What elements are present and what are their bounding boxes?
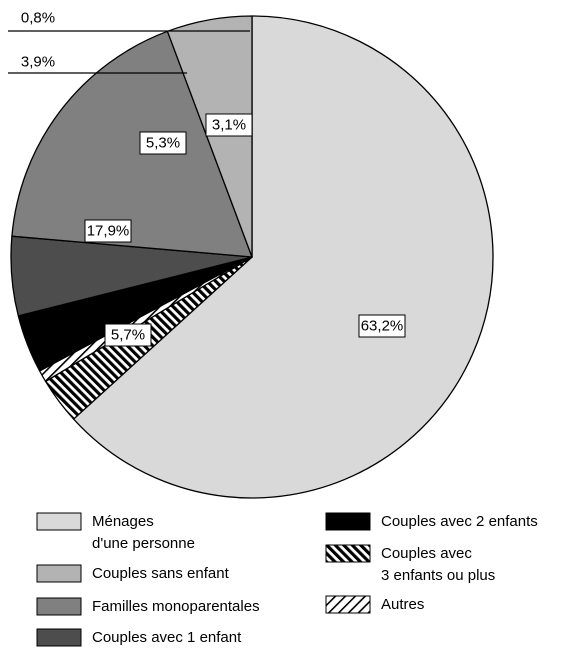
slice-label-autres: 0,8% [21, 10, 55, 27]
legend-item-familles-monoparentales: Familles monoparentales [36, 597, 260, 616]
slice-label-text: 5,3% [146, 135, 180, 152]
legend-swatch [36, 597, 82, 616]
legend-item-couples-sans-enfant: Couples sans enfant [36, 564, 230, 583]
slice-label-familles-monoparentales: 17,9% [84, 219, 132, 243]
legend-label: 3 enfants ou plus [381, 567, 495, 584]
slice-label-couples-avec-2-enfants: 3,9% [21, 54, 55, 71]
legend-label: Couples sans enfant [92, 565, 230, 582]
legend-swatch [325, 512, 371, 531]
legend-item-couples-avec-3-enfants-ou-plus: Couples avec 3 enfants ou plus [325, 544, 495, 584]
slice-label-box [139, 131, 187, 155]
slice-label-text: 17,9% [87, 223, 130, 240]
legend-item-menages-d-une-personne: Ménages d'une personne [36, 512, 195, 552]
leader-lines [8, 30, 250, 74]
legend-swatch [325, 544, 371, 563]
legend-swatch [36, 512, 82, 531]
pie-slice-familles-monoparentales [11, 30, 253, 258]
slice-labels: 63,2% 3,1% 0,8% 3,9% 5,3% 17,9% 5,7% [21, 10, 406, 347]
legend-label: Couples avec [381, 545, 472, 562]
slice-label-text: 3,1% [212, 117, 246, 134]
legend-label: Familles monoparentales [92, 598, 260, 615]
legend-swatch [36, 628, 82, 647]
slice-label-couples-avec-3-enfants-ou-plus: 3,1% [205, 113, 253, 137]
legend-item-autres: Autres [325, 595, 424, 614]
legend-label: Autres [381, 596, 424, 613]
legend: Ménages d'une personne Couples sans enfant… [36, 512, 538, 647]
slice-label-couples-avec-1-enfant: 5,3% [139, 131, 187, 155]
legend-label: Ménages [92, 513, 154, 530]
slice-label-box [104, 323, 152, 347]
slice-label-text: 63,2% [361, 318, 404, 335]
slice-label-text: 0,8% [21, 10, 55, 27]
legend-swatch [36, 564, 82, 583]
legend-item-couples-avec-1-enfant: Couples avec 1 enfant [36, 628, 242, 647]
legend-label: d'une personne [92, 535, 195, 552]
slice-label-box [358, 314, 406, 338]
slice-label-text: 3,9% [21, 54, 55, 71]
slice-label-box [84, 219, 132, 243]
legend-label: Couples avec 2 enfants [381, 513, 538, 530]
slice-label-couples-sans-enfant: 5,7% [104, 323, 152, 347]
legend-swatch [325, 595, 371, 614]
pie-slice-menages-d-une-personne [72, 15, 494, 499]
legend-item-couples-avec-2-enfants: Couples avec 2 enfants [325, 512, 538, 531]
pie-slices [10, 15, 494, 499]
slice-label-menages-d-une-personne: 63,2% [358, 314, 406, 338]
slice-label-box [205, 113, 253, 137]
slice-label-text: 5,7% [111, 327, 145, 344]
legend-label: Couples avec 1 enfant [92, 629, 242, 646]
